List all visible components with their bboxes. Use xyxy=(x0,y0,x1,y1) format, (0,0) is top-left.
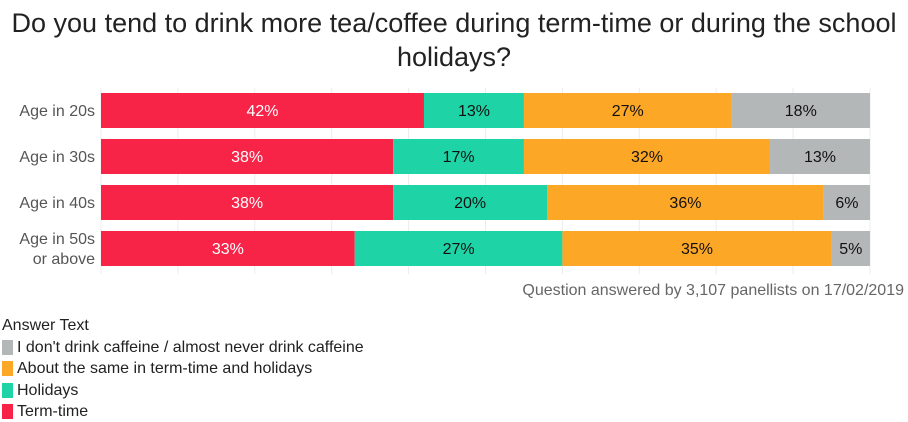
data-label: 27% xyxy=(443,241,475,258)
bar-segment xyxy=(423,93,524,128)
data-label: 36% xyxy=(669,195,701,212)
legend-label: Holidays xyxy=(17,381,79,399)
bar-segment xyxy=(101,139,394,174)
bar-segment xyxy=(523,93,732,128)
category-label: Age in 20s xyxy=(19,103,95,120)
data-label: 20% xyxy=(454,195,486,212)
data-label: 17% xyxy=(443,149,475,166)
legend-label: Term-time xyxy=(17,403,89,420)
bar-segment xyxy=(393,185,548,220)
legend-item: I don't drink caffeine / almost never dr… xyxy=(2,337,364,359)
legend-item: Holidays xyxy=(2,380,364,402)
data-label: 32% xyxy=(631,149,663,166)
legend-item: Term-time xyxy=(2,401,364,422)
legend-swatch xyxy=(2,404,13,420)
chart-title: Do you tend to drink more tea/coffee dur… xyxy=(11,8,897,72)
bar-segment xyxy=(562,231,832,266)
data-label: 27% xyxy=(612,103,644,120)
bar-segment xyxy=(731,93,870,128)
data-label: 13% xyxy=(804,149,836,166)
data-label: 6% xyxy=(835,195,858,212)
data-label: 18% xyxy=(785,103,817,120)
bar-segment xyxy=(831,231,870,266)
data-label: 42% xyxy=(246,103,278,120)
data-label: 13% xyxy=(458,103,490,120)
legend-label: I don't drink caffeine / almost never dr… xyxy=(17,338,364,356)
legend-item: About the same in term-time and holidays xyxy=(2,358,364,380)
data-label: 35% xyxy=(681,241,713,258)
data-label: 5% xyxy=(839,241,862,258)
legend-title: Answer Text xyxy=(2,317,89,334)
bar-segment xyxy=(823,185,870,220)
category-label: Age in 50s or above xyxy=(19,231,95,268)
data-label: 38% xyxy=(231,149,263,166)
bar-segment xyxy=(101,93,424,128)
bar-segment xyxy=(101,231,355,266)
bar-segment xyxy=(393,139,524,174)
category-label: Age in 40s xyxy=(19,195,95,212)
data-label: 38% xyxy=(231,195,263,212)
bar-segment xyxy=(101,185,394,220)
legend-swatch xyxy=(2,361,13,377)
bar-segment xyxy=(523,139,771,174)
data-label: 33% xyxy=(212,241,244,258)
bar-segment xyxy=(354,231,563,266)
legend-label: About the same in term-time and holidays xyxy=(17,360,313,377)
category-label: Age in 30s xyxy=(19,149,95,166)
bar-segment xyxy=(770,139,870,174)
bar-segment xyxy=(547,185,824,220)
legend-swatch xyxy=(2,339,13,355)
legend: Answer Text I don't drink caffeine / alm… xyxy=(2,315,364,422)
legend-swatch xyxy=(2,382,13,398)
chart-caption: Question answered by 3,107 panellists on… xyxy=(522,282,904,299)
